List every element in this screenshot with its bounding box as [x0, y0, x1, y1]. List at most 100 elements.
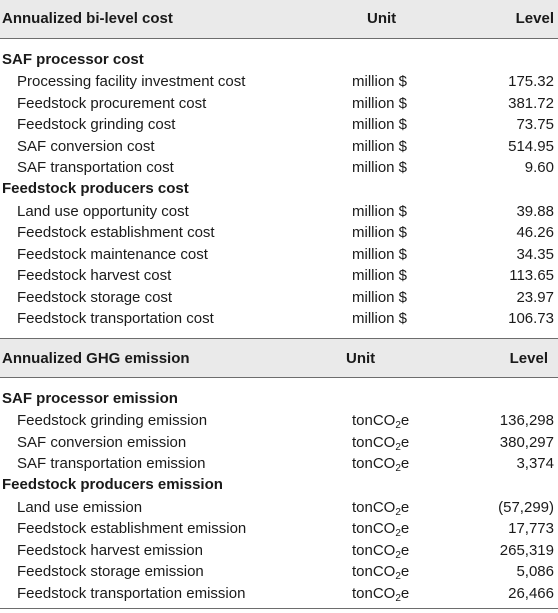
table-row: Feedstock grinding cost million $ 73.75 [0, 114, 558, 136]
row-label: Feedstock maintenance cost [17, 245, 208, 263]
table-row: Land use emission tonCO2e (57,299) [0, 497, 558, 519]
row-level: 46.26 [516, 224, 554, 241]
row-level: 381.72 [508, 94, 554, 112]
row-level: 9.60 [524, 159, 554, 176]
row-unit: tonCO2e [352, 518, 409, 540]
emission-table-bottom-rule [0, 608, 558, 609]
unit-pre: tonCO [352, 455, 396, 472]
row-level: 17,773 [508, 520, 554, 537]
row-unit: tonCO2e [352, 453, 409, 475]
cost-header-unit: Unit [367, 10, 397, 27]
unit-post: e [400, 520, 410, 537]
table-row: SAF transportation emission tonCO2e 3,37… [0, 453, 558, 475]
row-level: 73.75 [516, 116, 554, 133]
table-row: SAF conversion emission tonCO2e 380,297 [0, 432, 558, 454]
unit-post: e [400, 563, 410, 580]
row-unit: tonCO2e [352, 410, 409, 432]
row-label: Feedstock establishment cost [17, 224, 215, 241]
row-unit: tonCO2e [352, 432, 409, 454]
cost-table-bottom-rule [0, 338, 558, 339]
group-title-feedstock-producers-emission: Feedstock producers emission [2, 476, 223, 493]
group-title-feedstock-producers-cost: Feedstock producers cost [2, 180, 189, 197]
row-label: Land use emission [17, 498, 143, 516]
row-label: Feedstock establishment emission [17, 520, 247, 537]
row-level: 380,297 [499, 433, 554, 451]
table-row: Feedstock harvest emission tonCO2e 265,3… [0, 540, 558, 562]
row-label: Feedstock grinding emission [17, 412, 208, 429]
row-label: Processing facility investment cost [17, 73, 246, 90]
row-level: 26,466 [508, 584, 554, 602]
unit-pre: tonCO [352, 520, 396, 537]
row-label: Feedstock procurement cost [17, 94, 207, 112]
row-level: 514.95 [508, 137, 554, 155]
unit-post: e [400, 541, 410, 559]
row-unit: million $ [352, 267, 408, 284]
table-row: Feedstock storage emission tonCO2e 5,086 [0, 561, 558, 583]
emission-header-rule [0, 377, 558, 378]
unit-pre: tonCO [352, 563, 396, 580]
row-label: SAF transportation emission [17, 455, 206, 472]
unit-pre: tonCO [352, 433, 396, 451]
unit-post: e [400, 433, 410, 451]
row-level: 23.97 [516, 288, 554, 306]
unit-sub: 2 [395, 528, 401, 539]
row-level: 3,374 [516, 455, 554, 472]
unit-sub: 2 [395, 592, 401, 604]
unit-pre: tonCO [352, 498, 396, 516]
unit-post: e [400, 412, 410, 429]
unit-sub: 2 [395, 441, 401, 453]
table-row: SAF conversion cost million $ 514.95 [0, 136, 558, 158]
row-unit: million $ [352, 224, 408, 241]
table-row: Processing facility investment cost mill… [0, 71, 558, 93]
row-label: Feedstock storage cost [17, 288, 173, 306]
row-unit: million $ [352, 73, 408, 90]
row-level: 5,086 [516, 563, 554, 580]
row-level: (57,299) [498, 498, 554, 516]
group-title-saf-processor-emission: SAF processor emission [2, 390, 178, 407]
unit-sub: 2 [395, 571, 401, 582]
row-unit: million $ [352, 159, 408, 176]
emission-header-unit: Unit [346, 350, 376, 367]
cost-header-rule [0, 38, 558, 39]
row-unit: million $ [352, 288, 408, 306]
table-row: Land use opportunity cost million $ 39.8… [0, 201, 558, 223]
row-level: 175.32 [508, 73, 554, 90]
unit-sub: 2 [395, 420, 401, 431]
unit-sub: 2 [395, 463, 401, 474]
unit-post: e [400, 498, 410, 516]
row-label: Feedstock grinding cost [17, 116, 176, 133]
table-row: Feedstock establishment cost million $ 4… [0, 222, 558, 244]
row-label: Feedstock harvest emission [17, 541, 203, 559]
table-row: Feedstock transportation cost million $ … [0, 308, 558, 330]
table-row: Feedstock maintenance cost million $ 34.… [0, 244, 558, 266]
unit-pre: tonCO [352, 412, 396, 429]
unit-post: e [400, 584, 410, 602]
emission-header-label: Annualized GHG emission [2, 350, 190, 367]
unit-pre: tonCO [352, 541, 396, 559]
emission-header-row: Annualized GHG emission Unit Level [0, 339, 558, 377]
row-label: Feedstock transportation cost [17, 310, 214, 327]
unit-pre: tonCO [352, 584, 396, 602]
row-label: Feedstock transportation emission [17, 584, 246, 602]
group-title-saf-processor-cost: SAF processor cost [2, 51, 144, 68]
row-level: 39.88 [516, 202, 554, 220]
unit-post: e [400, 455, 410, 472]
row-label: SAF conversion cost [17, 137, 155, 155]
emission-header-level: Level [509, 350, 548, 367]
table-row: Feedstock transportation emission tonCO2… [0, 583, 558, 605]
table-row: Feedstock establishment emission tonCO2e… [0, 518, 558, 540]
table-row: SAF transportation cost million $ 9.60 [0, 157, 558, 179]
unit-sub: 2 [395, 506, 401, 518]
row-label: Feedstock storage emission [17, 563, 204, 580]
row-unit: million $ [352, 116, 408, 133]
row-unit: tonCO2e [352, 561, 409, 583]
row-unit: tonCO2e [352, 497, 409, 519]
row-level: 113.65 [509, 267, 554, 284]
row-label: Land use opportunity cost [17, 202, 189, 220]
cost-header-label: Annualized bi-level cost [2, 10, 173, 27]
row-level: 34.35 [516, 245, 554, 263]
unit-sub: 2 [395, 549, 401, 561]
row-label: SAF transportation cost [17, 159, 174, 176]
table-row: Feedstock procurement cost million $ 381… [0, 93, 558, 115]
